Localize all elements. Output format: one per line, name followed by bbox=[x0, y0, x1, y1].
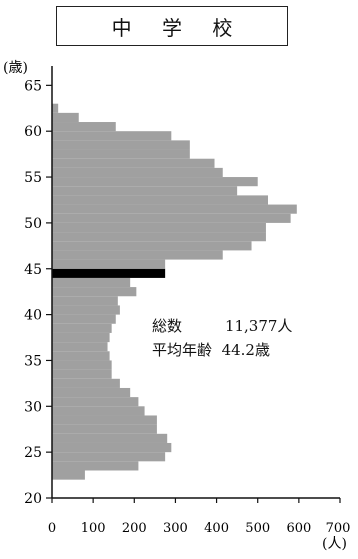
y-tick-label: 20 bbox=[24, 491, 42, 507]
bar-age-49 bbox=[52, 222, 266, 233]
x-tick-label: 500 bbox=[245, 521, 270, 536]
bar-age-60 bbox=[52, 122, 116, 132]
bar-age-54 bbox=[52, 177, 258, 187]
bar-age-53 bbox=[52, 186, 238, 196]
chart-title: 中 学 校 bbox=[56, 6, 288, 46]
y-tick-label: 55 bbox=[24, 170, 42, 186]
bar-age-52 bbox=[52, 195, 268, 205]
bar-age-62 bbox=[52, 103, 59, 113]
bar-age-39 bbox=[52, 314, 116, 324]
y-axis-label: (歳) bbox=[3, 60, 28, 76]
bar-age-30 bbox=[52, 397, 139, 407]
y-tick-label: 40 bbox=[24, 308, 42, 324]
bar-age-50 bbox=[52, 213, 291, 223]
bar-age-45 bbox=[52, 259, 166, 269]
bar-age-47 bbox=[52, 241, 252, 251]
bar-age-27 bbox=[52, 424, 157, 434]
bar-age-29 bbox=[52, 406, 145, 416]
bar-age-31 bbox=[52, 387, 131, 398]
bar-age-46 bbox=[52, 250, 223, 260]
bar-age-57 bbox=[52, 149, 190, 159]
x-tick-label: 200 bbox=[122, 521, 147, 536]
bar-age-32 bbox=[52, 378, 120, 388]
x-axis-label: (人) bbox=[322, 536, 347, 552]
total-label: 総数 bbox=[152, 317, 183, 335]
bar-age-28 bbox=[52, 415, 157, 425]
bar-age-42 bbox=[52, 287, 137, 297]
x-tick-label: 0 bbox=[48, 521, 56, 536]
bar-age-48 bbox=[52, 232, 266, 242]
x-tick-label: 100 bbox=[81, 521, 106, 536]
total-value: 11,377人 bbox=[224, 317, 293, 335]
bar-age-58 bbox=[52, 140, 190, 150]
total-row: 総数 11,377人 bbox=[152, 314, 292, 338]
bar-age-59 bbox=[52, 131, 172, 141]
bar-age-37 bbox=[52, 332, 110, 343]
y-tick-label: 50 bbox=[24, 216, 42, 232]
y-tick-label: 60 bbox=[24, 124, 42, 140]
bars-group bbox=[52, 103, 297, 480]
y-ticks-group: 20 25 30 35 40 45 50 55 60 65 bbox=[24, 78, 52, 507]
x-tick-label: 400 bbox=[204, 521, 229, 536]
bar-age-33 bbox=[52, 369, 112, 379]
bar-age-55 bbox=[52, 167, 223, 178]
average-value: 44.2歳 bbox=[221, 341, 270, 359]
bar-age-38 bbox=[52, 323, 112, 333]
bar-age-61 bbox=[52, 112, 79, 123]
bar-age-34 bbox=[52, 360, 112, 370]
x-tick-label: 300 bbox=[163, 521, 188, 536]
x-ticks-group: 0 100 200 300 400 500 600 700 bbox=[48, 498, 351, 536]
bar-age-40 bbox=[52, 305, 120, 315]
bar-age-51 bbox=[52, 204, 297, 214]
y-tick-label: 45 bbox=[24, 262, 42, 278]
bar-age-22 bbox=[52, 470, 85, 480]
summary-stats: 総数 11,377人 平均年齢 44.2歳 bbox=[152, 314, 292, 362]
bar-age-56 bbox=[52, 158, 215, 168]
y-tick-label: 35 bbox=[24, 353, 42, 369]
average-row: 平均年齢 44.2歳 bbox=[152, 338, 292, 362]
bar-age-23 bbox=[52, 461, 139, 471]
bar-age-25 bbox=[52, 442, 172, 453]
y-tick-label: 30 bbox=[24, 399, 42, 415]
bar-age-41 bbox=[52, 296, 118, 306]
bar-age-24 bbox=[52, 452, 166, 462]
x-tick-label: 700 bbox=[326, 521, 351, 536]
y-tick-label: 65 bbox=[24, 78, 42, 94]
bar-age-43 bbox=[52, 277, 131, 288]
bar-age-44 bbox=[52, 268, 166, 278]
bar-age-36 bbox=[52, 342, 108, 352]
bar-age-26 bbox=[52, 433, 168, 443]
x-tick-label: 600 bbox=[286, 521, 311, 536]
average-label: 平均年齢 bbox=[152, 341, 213, 359]
bar-age-35 bbox=[52, 351, 110, 361]
y-tick-label: 25 bbox=[24, 445, 42, 461]
